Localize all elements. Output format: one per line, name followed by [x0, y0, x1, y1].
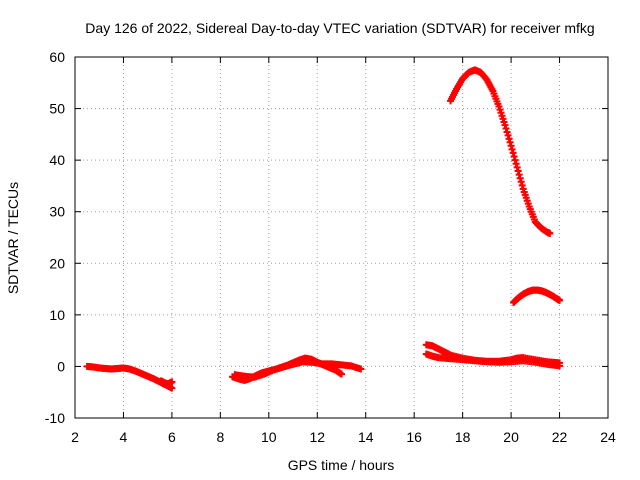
x-tick-label: 12 — [309, 429, 325, 445]
data-point — [510, 153, 518, 161]
data-point — [512, 160, 520, 168]
data-point — [505, 135, 513, 143]
series — [83, 362, 176, 392]
series — [157, 377, 176, 388]
grid — [75, 57, 608, 418]
data-point — [357, 365, 365, 373]
y-tick-label: 40 — [49, 152, 65, 168]
data-point — [509, 149, 517, 157]
data-point — [501, 121, 509, 129]
y-tick-label: 10 — [49, 307, 65, 323]
y-tick-label: 30 — [49, 204, 65, 220]
chart-title: Day 126 of 2022, Sidereal Day-to-day VTE… — [85, 20, 594, 36]
x-tick-label: 24 — [600, 429, 616, 445]
series — [447, 66, 554, 237]
x-tick-label: 22 — [552, 429, 568, 445]
y-tick-label: 20 — [49, 255, 65, 271]
data-points — [83, 66, 564, 392]
x-tick-label: 16 — [406, 429, 422, 445]
data-point — [507, 142, 515, 150]
data-point — [514, 167, 522, 175]
x-tick-label: 8 — [216, 429, 224, 445]
series — [231, 358, 365, 381]
data-point — [502, 125, 510, 133]
data-point — [517, 178, 525, 186]
series — [422, 350, 564, 370]
data-point — [546, 229, 554, 237]
data-point — [504, 131, 512, 139]
y-tick-label: -10 — [45, 410, 65, 426]
data-point — [515, 171, 523, 179]
data-point — [338, 370, 345, 378]
x-tick-label: 6 — [168, 429, 176, 445]
x-tick-label: 10 — [261, 429, 277, 445]
series — [510, 286, 564, 306]
data-point — [518, 181, 526, 189]
data-point — [556, 296, 564, 304]
y-axis-label: SDTVAR / TECUs — [5, 182, 21, 294]
data-point — [516, 174, 524, 182]
plot-frame — [74, 56, 609, 419]
data-point — [511, 156, 519, 164]
x-tick-label: 2 — [71, 429, 79, 445]
y-tick-label: 60 — [49, 49, 65, 65]
data-point — [506, 138, 514, 146]
y-tick-label: 0 — [57, 358, 65, 374]
data-point — [168, 384, 176, 392]
data-point — [556, 362, 564, 370]
data-point — [157, 377, 165, 385]
data-point — [508, 145, 516, 153]
data-point — [503, 128, 511, 136]
x-tick-label: 18 — [455, 429, 471, 445]
y-tick-label: 50 — [49, 101, 65, 117]
x-tick-label: 20 — [503, 429, 519, 445]
data-point — [513, 163, 521, 171]
x-tick-label: 14 — [358, 429, 374, 445]
x-axis-label: GPS time / hours — [288, 457, 395, 473]
x-tick-label: 4 — [120, 429, 128, 445]
